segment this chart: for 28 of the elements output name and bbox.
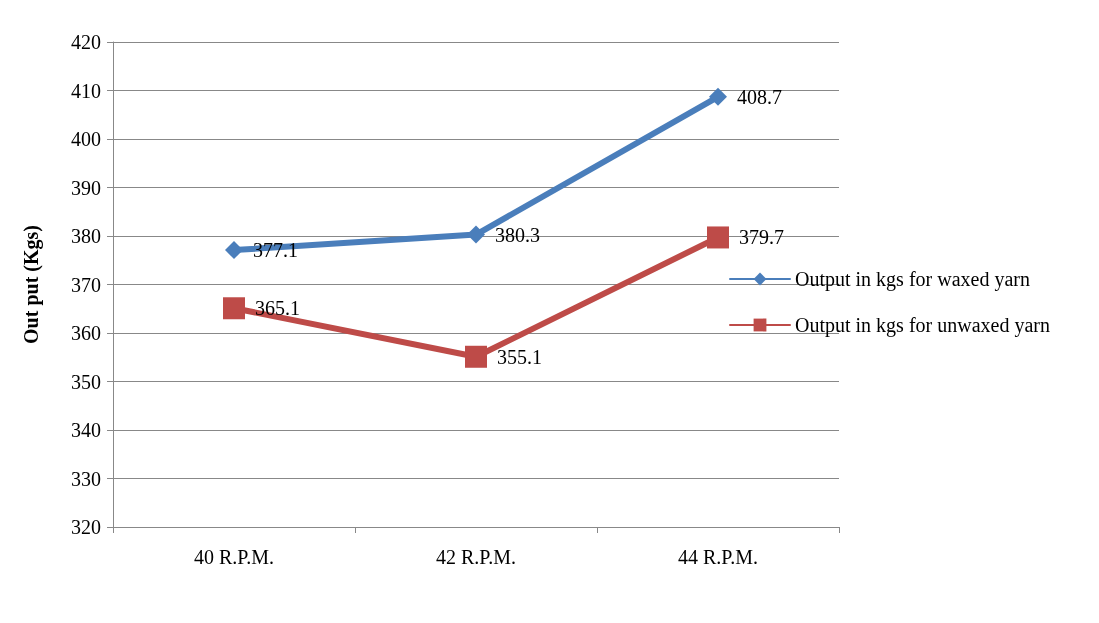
data-label: 365.1 bbox=[255, 297, 300, 320]
legend-label: Output in kgs for waxed yarn bbox=[795, 268, 1030, 291]
y-tick-label: 330 bbox=[71, 467, 101, 490]
y-axis-title: Out put (Kgs) bbox=[20, 225, 43, 344]
data-label: 355.1 bbox=[497, 345, 542, 368]
point bbox=[709, 87, 727, 106]
legend-label: Output in kgs for unwaxed yarn bbox=[795, 314, 1050, 337]
y-tick-label: 380 bbox=[71, 225, 101, 247]
y-tick-label: 340 bbox=[71, 419, 101, 441]
data-label: 380.3 bbox=[495, 223, 540, 246]
x-tick-label: 42 R.P.M. bbox=[435, 546, 517, 568]
point bbox=[467, 225, 485, 244]
point bbox=[225, 241, 243, 260]
y-tick-label: 370 bbox=[71, 273, 101, 296]
point bbox=[223, 297, 245, 320]
point bbox=[465, 345, 487, 368]
data-label: 379.7 bbox=[739, 226, 784, 249]
y-tick-label: 360 bbox=[71, 322, 101, 344]
x-tick-label: 44 R.P.M. bbox=[677, 546, 759, 568]
data-label: 408.7 bbox=[737, 85, 782, 108]
y-tick-label: 390 bbox=[71, 176, 101, 199]
y-tick-label: 320 bbox=[71, 516, 101, 538]
y-tick-label: 400 bbox=[71, 128, 101, 150]
point bbox=[707, 226, 729, 249]
x-tick-label: 40 R.P.M. bbox=[193, 546, 275, 568]
y-tick-label: 350 bbox=[71, 370, 101, 393]
y-tick-label: 410 bbox=[71, 79, 101, 102]
y-tick-label: 420 bbox=[71, 31, 101, 53]
